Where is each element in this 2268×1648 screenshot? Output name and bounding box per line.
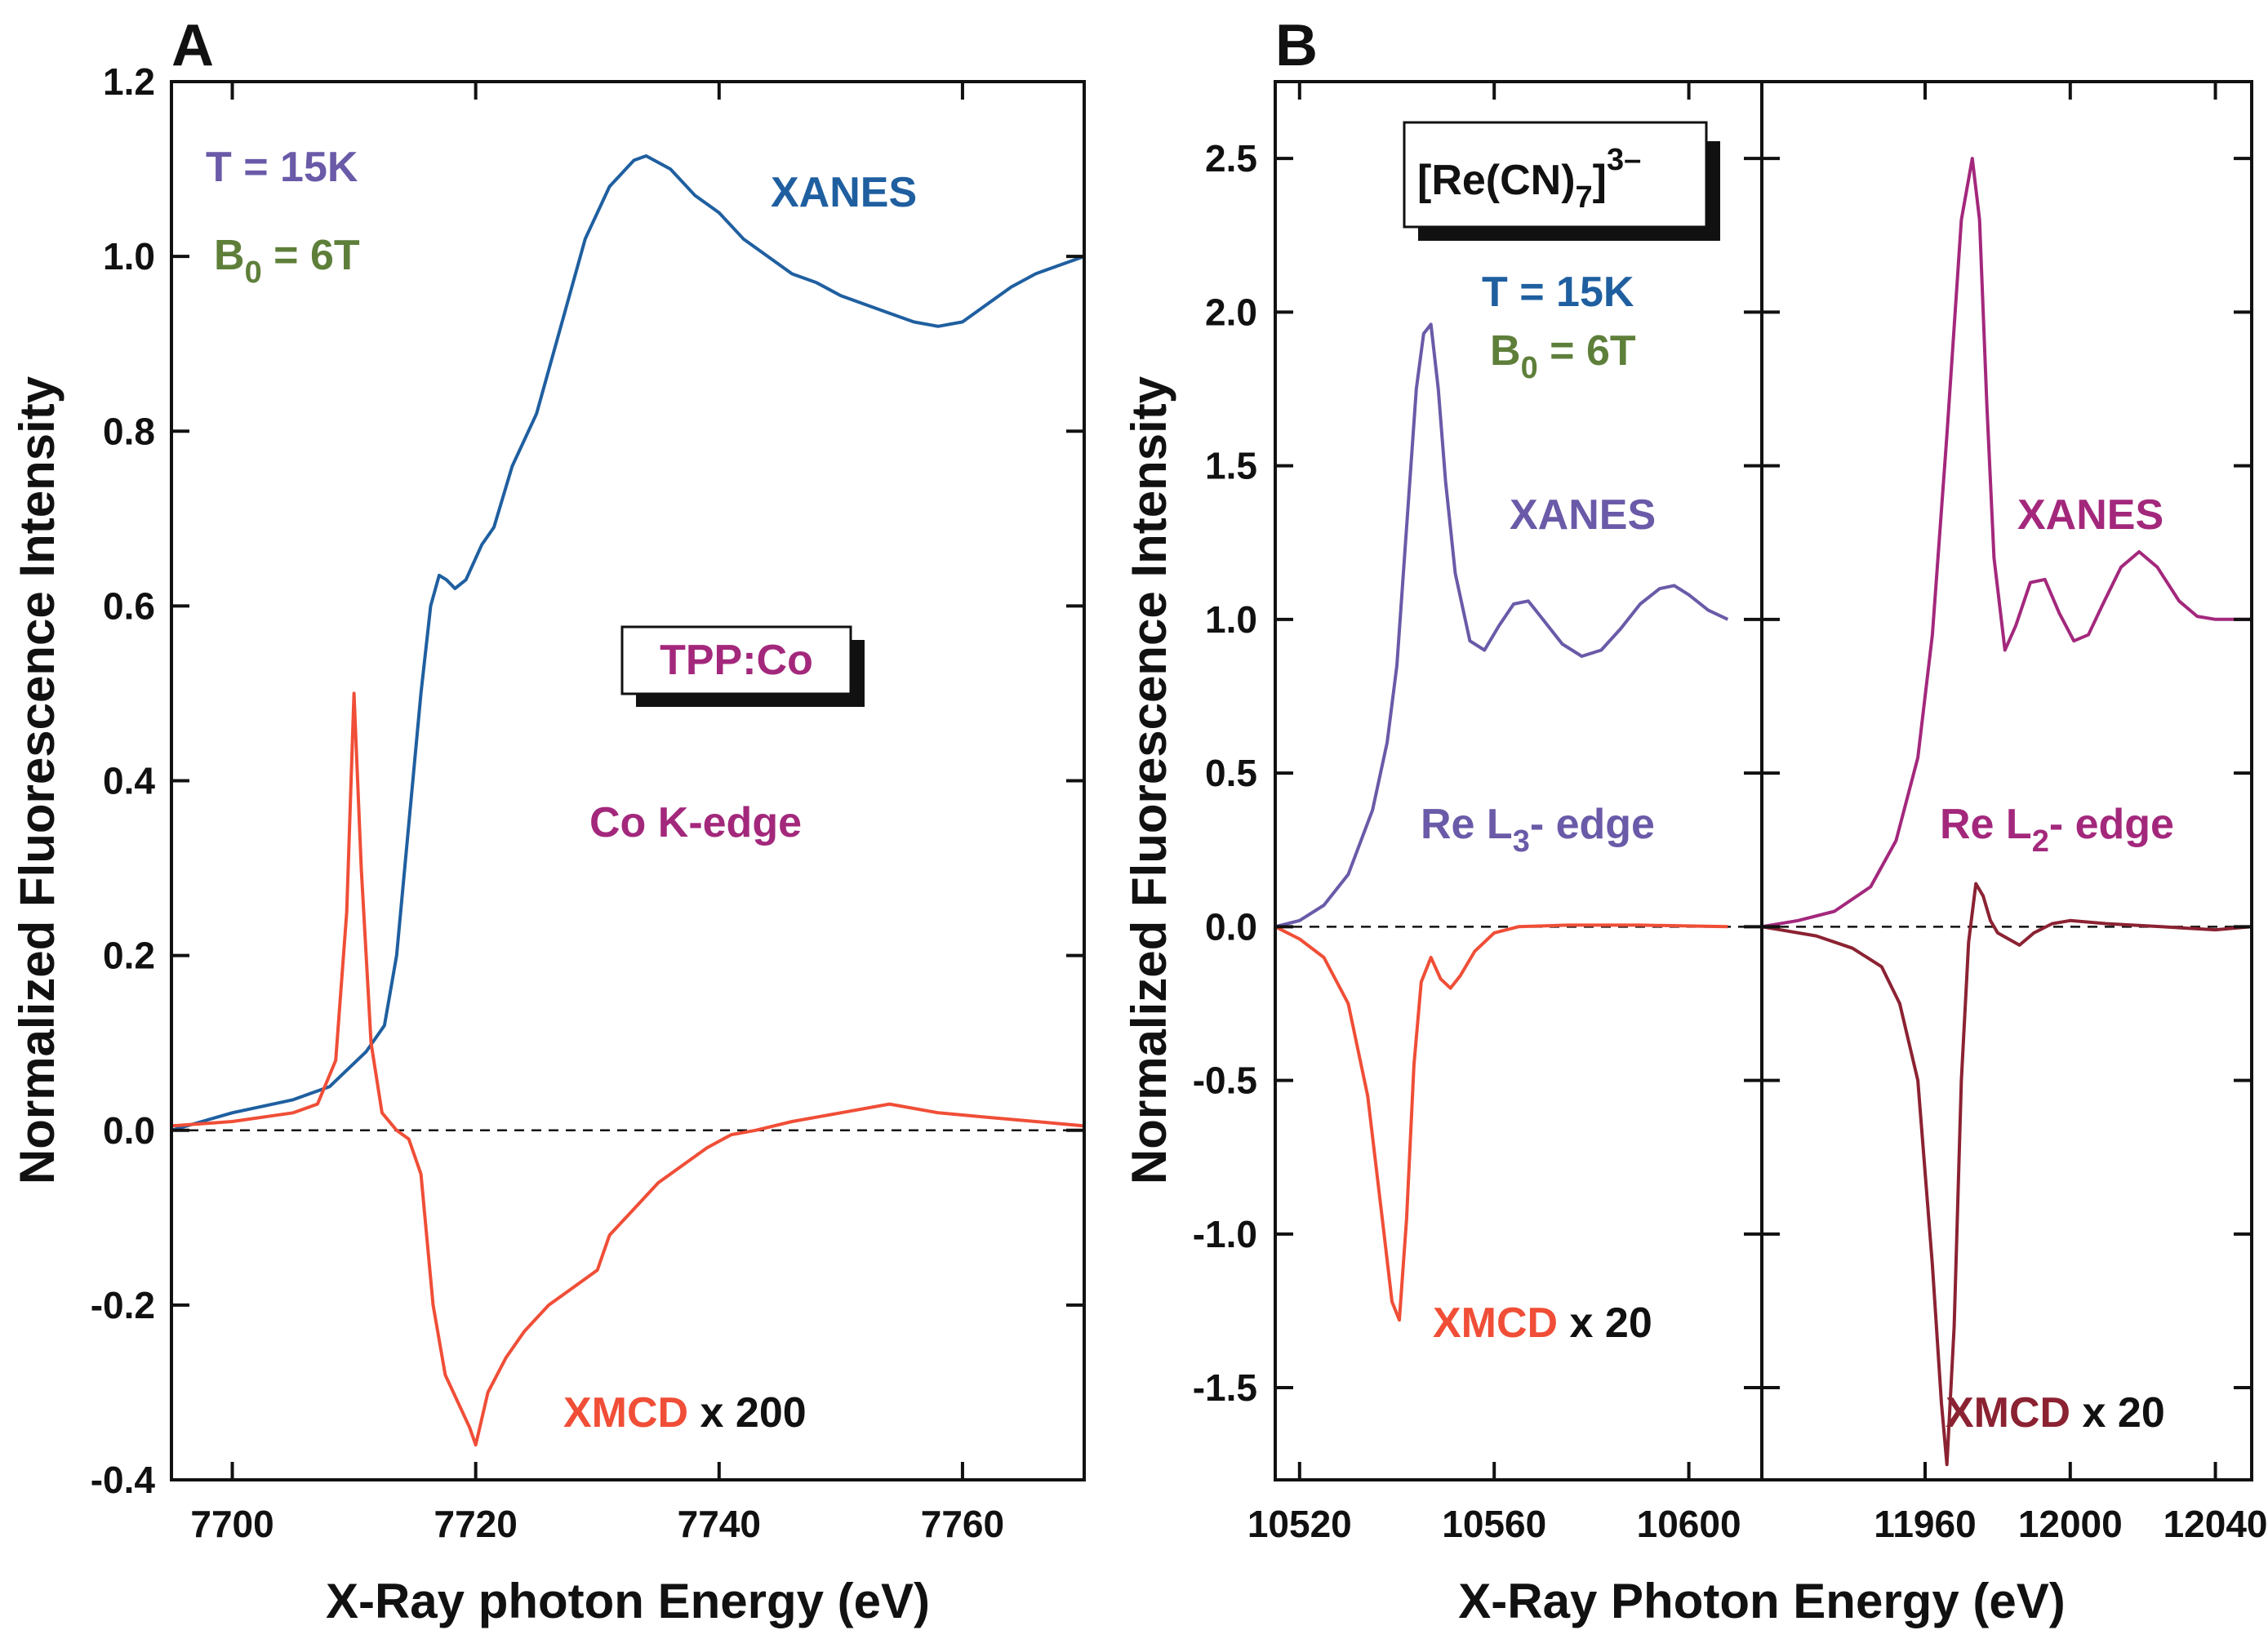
panel-a-xmcd-label: XMCD x 200 [563,1389,807,1437]
panel-b-field-label: B0 = 6T [1490,327,1636,385]
panel-a-temperature-label: T = 15K [206,144,358,191]
panel-b-l2-edge-label: Re L2- edge [1940,801,2174,859]
panel-a-edge-label: Co K-edge [589,799,802,846]
y-tick-label: 0.0 [103,1109,155,1152]
y-tick-label: -1.5 [1193,1366,1257,1409]
panel-a-frame [170,80,1086,1481]
panel-b-l2-xanes-label: XANES [2017,491,2163,539]
panel-b-l2-xmcd-line [1761,882,2252,1467]
panel-b-y-axis-title: Normalized Fluorescence Intensity [1122,375,1176,1184]
x-tick-label: 12000 [2018,1503,2123,1545]
x-tick-label: 10520 [1247,1503,1352,1545]
y-tick-label: 2.5 [1205,137,1257,180]
y-tick-label: 0.2 [103,935,155,977]
panel-b-y-ticks: -1.5 -1.0 -0.5 0.0 0.5 1.0 1.5 2.0 2.5 [1193,137,2252,1409]
panel-b-l3-xmcd-line [1274,923,1728,1322]
y-tick-label: 1.5 [1205,445,1257,487]
panel-b-x-axis-title: X-Ray Photon Energy (eV) [1458,1574,2065,1628]
panel-a-x-axis-title: X-Ray photon Energy (eV) [326,1574,930,1628]
panel-b: 10520 10560 10600 11960 12000 12040 -1.5-1.0-… [1122,80,2268,1628]
y-tick-label: -1.0 [1193,1213,1257,1255]
panel-b-l2-xanes-line [1761,157,2252,929]
panel-a-xanes-label: XANES [771,169,917,216]
y-tick-label: 0.4 [103,760,155,802]
y-tick-label: -0.4 [91,1459,156,1501]
panel-b-letter: B [1275,13,1318,78]
panel-a-sample-label: TPP:Co [660,637,813,684]
panel-a-x-ticks: 7700 7720 7740 7760 [190,82,1004,1545]
y-tick-label: 1.0 [1205,598,1257,641]
x-tick-label: 7720 [434,1503,517,1545]
panel-b-l3-xmcd-label: XMCD x 20 [1433,1299,1652,1347]
x-tick-label: 10600 [1637,1503,1741,1545]
x-tick-label: 10560 [1442,1503,1546,1545]
y-tick-label: 1.0 [103,235,155,278]
panel-b-l3-xanes-line [1274,322,1729,929]
y-tick-label: 0.0 [1205,905,1257,948]
x-tick-label: 11960 [1874,1503,1976,1545]
y-tick-label: 0.5 [1205,752,1257,794]
panel-a-letter: A [171,13,214,78]
x-tick-label: 7760 [921,1503,1004,1545]
panel-b-l3-xanes-label: XANES [1510,491,1656,539]
panel-b-temperature-label: T = 15K [1482,269,1634,316]
y-tick-label: 0.8 [103,410,155,452]
panel-b-l2-xmcd-label: XMCD x 20 [1946,1389,2165,1437]
y-tick-label: -0.2 [91,1284,155,1326]
y-tick-label: -0.5 [1193,1059,1257,1102]
x-tick-label: 7700 [190,1503,273,1545]
panel-a-xmcd-line [171,691,1085,1447]
panel-a-y-axis-title: Normalized Fluorescence Intensity [10,375,64,1184]
panel-a-xanes-line [171,154,1085,1132]
y-tick-label: 2.0 [1205,291,1257,333]
panel-b-sample-box [1403,121,1708,229]
panel-a-sample-box [620,625,852,695]
panel-b-l3-edge-label: Re L3- edge [1421,801,1655,859]
panel-a-field-label: B0 = 6T [214,232,360,290]
y-tick-label: 0.6 [103,584,155,627]
panel-a: 7700 7720 7740 7760 -0.4 -0.2 0.0 0.2 0.4 0.6 0.8… [10,60,1086,1628]
panel-b-x-ticks: 10520 10560 10600 11960 12000 12040 [1247,82,2268,1545]
panel-b-sample-label: [Re(CN)7]3– [1417,143,1641,215]
x-tick-label: 12040 [2163,1503,2268,1545]
y-tick-label: 1.2 [103,60,155,103]
x-tick-label: 7740 [678,1503,761,1545]
